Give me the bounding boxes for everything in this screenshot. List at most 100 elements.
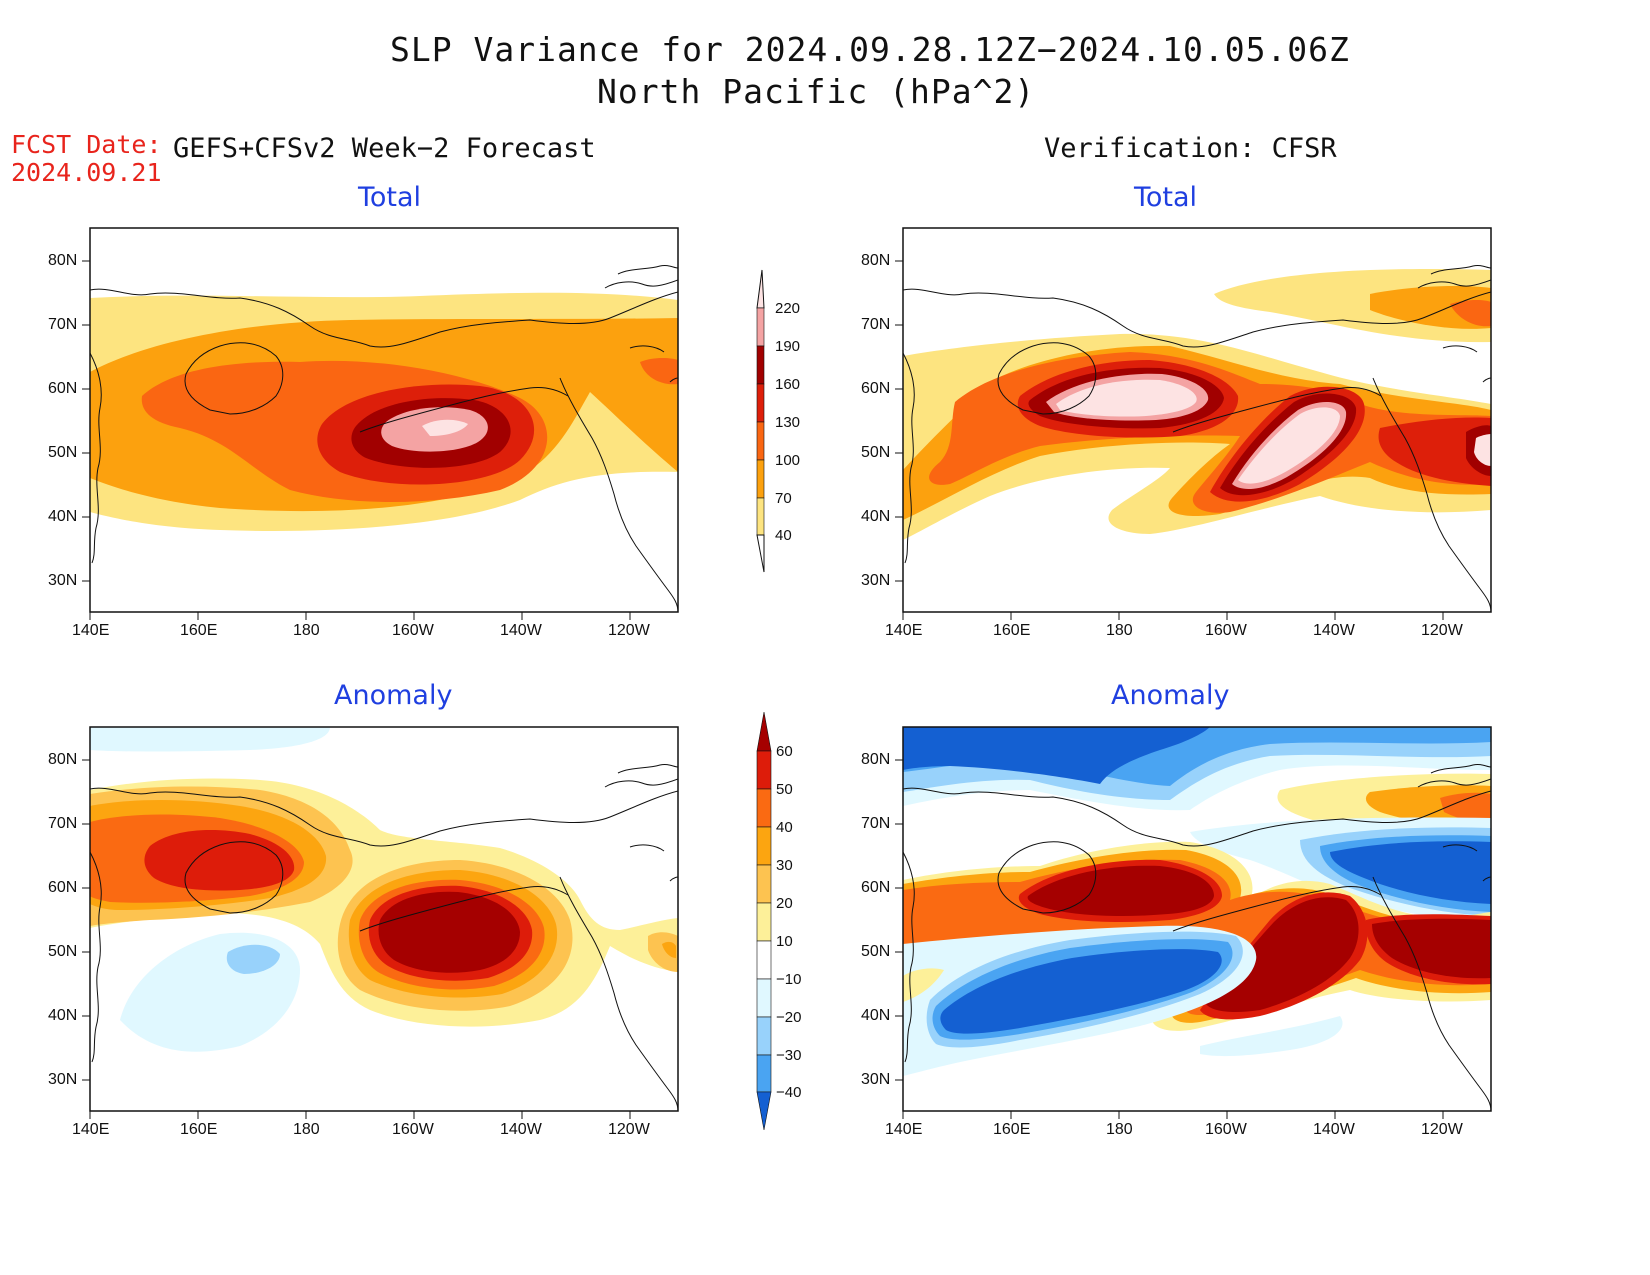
anomaly-colorbar-bin <box>756 750 772 790</box>
anomaly-colorbar-label: −30 <box>776 1047 802 1064</box>
lon-label: 140E <box>885 622 923 639</box>
top-left-map <box>90 228 678 612</box>
lon-label: 180 <box>1106 622 1133 639</box>
lat-label: 30N <box>48 572 78 589</box>
anomaly-colorbar-label: −20 <box>776 1009 802 1026</box>
lat-label: 60N <box>861 380 891 397</box>
fcst-date-label: FCST Date: <box>11 130 162 159</box>
bottom-left-subtitle: Anomaly <box>334 680 453 711</box>
anomaly-colorbar-bin <box>756 1016 772 1056</box>
lat-label: 50N <box>48 943 78 960</box>
lon-label: 180 <box>293 1121 320 1138</box>
lon-label: 160W <box>392 622 434 639</box>
anomaly-colorbar-label: 50 <box>776 781 793 798</box>
anomaly-colorbar-top-cap <box>756 711 772 752</box>
lon-label: 160E <box>180 1121 218 1138</box>
anomaly-colorbar-label: 60 <box>776 743 793 760</box>
lat-label: 60N <box>48 879 78 896</box>
forecast-header: GEFS+CFSv2 Week−2 Forecast <box>173 133 596 164</box>
anomaly-colorbar-label: 40 <box>776 819 793 836</box>
anomaly-colorbar-label: 30 <box>776 857 793 874</box>
top-left-subtitle: Total <box>358 182 422 213</box>
total-colorbar-label: 70 <box>775 490 792 507</box>
lat-label: 50N <box>861 444 891 461</box>
lat-label: 30N <box>861 572 891 589</box>
lat-label: 70N <box>861 316 891 333</box>
figure-title-line2: North Pacific (hPa^2) <box>597 72 1036 111</box>
total-colorbar-bin <box>756 345 765 385</box>
lat-label: 30N <box>48 1071 78 1088</box>
lon-label: 140W <box>500 1121 542 1138</box>
tick-marks <box>82 260 1444 1119</box>
verification-header: Verification: CFSR <box>1044 133 1337 164</box>
total-colorbar-label: 160 <box>775 376 801 393</box>
total-colorbar <box>756 269 765 573</box>
fcst-date-value: 2024.09.21 <box>11 158 162 187</box>
anomaly-colorbar-bin <box>756 978 772 1018</box>
anomaly-colorbar-bin <box>756 902 772 942</box>
lon-label: 140W <box>1313 1121 1355 1138</box>
lat-label: 40N <box>48 508 78 525</box>
total-colorbar-bin <box>756 383 765 423</box>
lat-label: 70N <box>861 815 891 832</box>
lon-label: 160W <box>1205 1121 1247 1138</box>
lon-label: 180 <box>1106 1121 1133 1138</box>
lat-label: 40N <box>861 508 891 525</box>
total-colorbar-top-cap <box>756 269 765 309</box>
anomaly-colorbar-bin <box>756 788 772 828</box>
lon-label: 120W <box>1421 622 1463 639</box>
anomaly-colorbar-label: −40 <box>776 1084 802 1101</box>
lon-label: 140W <box>1313 622 1355 639</box>
figure-title-line1: SLP Variance for 2024.09.28.12Z−2024.10.… <box>390 30 1350 69</box>
top-right-subtitle: Total <box>1134 182 1198 213</box>
bottom-right-subtitle: Anomaly <box>1111 680 1230 711</box>
lat-label: 80N <box>48 252 78 269</box>
lat-label: 60N <box>861 879 891 896</box>
total-colorbar-bin <box>756 497 765 536</box>
lon-label: 140E <box>72 622 110 639</box>
lon-label: 160E <box>993 1121 1031 1138</box>
total-colorbar-bin <box>756 307 765 347</box>
lat-label: 80N <box>861 751 891 768</box>
total-colorbar-label: 40 <box>775 527 792 544</box>
lon-label: 120W <box>608 1121 650 1138</box>
lon-label: 120W <box>608 622 650 639</box>
total-colorbar-label: 100 <box>775 452 801 469</box>
lon-label: 120W <box>1421 1121 1463 1138</box>
anomaly-colorbar-bin <box>756 864 772 904</box>
lat-label: 50N <box>861 943 891 960</box>
bottom-left-map <box>90 727 678 1111</box>
bottom-right-map <box>903 727 1491 1111</box>
lon-label: 140E <box>72 1121 110 1138</box>
anomaly-colorbar-bin <box>756 940 772 980</box>
top-right-map <box>903 228 1491 612</box>
lon-label: 140E <box>885 1121 923 1138</box>
lat-label: 70N <box>48 815 78 832</box>
lon-label: 160E <box>993 622 1031 639</box>
lon-label: 180 <box>293 622 320 639</box>
lat-label: 80N <box>48 751 78 768</box>
lon-label: 160E <box>180 622 218 639</box>
lat-label: 30N <box>861 1071 891 1088</box>
lat-label: 70N <box>48 316 78 333</box>
anomaly-colorbar-label: −10 <box>776 971 802 988</box>
total-colorbar-label: 190 <box>775 338 801 355</box>
lon-label: 140W <box>500 622 542 639</box>
anomaly-colorbar <box>756 711 772 1131</box>
anomaly-colorbar-bin <box>756 1054 772 1093</box>
total-colorbar-label: 220 <box>775 300 801 317</box>
lon-label: 160W <box>1205 622 1247 639</box>
anomaly-colorbar-bottom-cap <box>756 1091 772 1131</box>
total-colorbar-bin <box>756 459 765 499</box>
total-colorbar-bottom-cap <box>756 534 765 573</box>
lat-label: 60N <box>48 380 78 397</box>
anomaly-colorbar-label: 10 <box>776 933 793 950</box>
total-colorbar-bin <box>756 421 765 461</box>
lat-label: 80N <box>861 252 891 269</box>
lat-label: 40N <box>48 1007 78 1024</box>
anomaly-colorbar-bin <box>756 826 772 866</box>
lat-label: 50N <box>48 444 78 461</box>
lat-label: 40N <box>861 1007 891 1024</box>
total-colorbar-label: 130 <box>775 414 801 431</box>
